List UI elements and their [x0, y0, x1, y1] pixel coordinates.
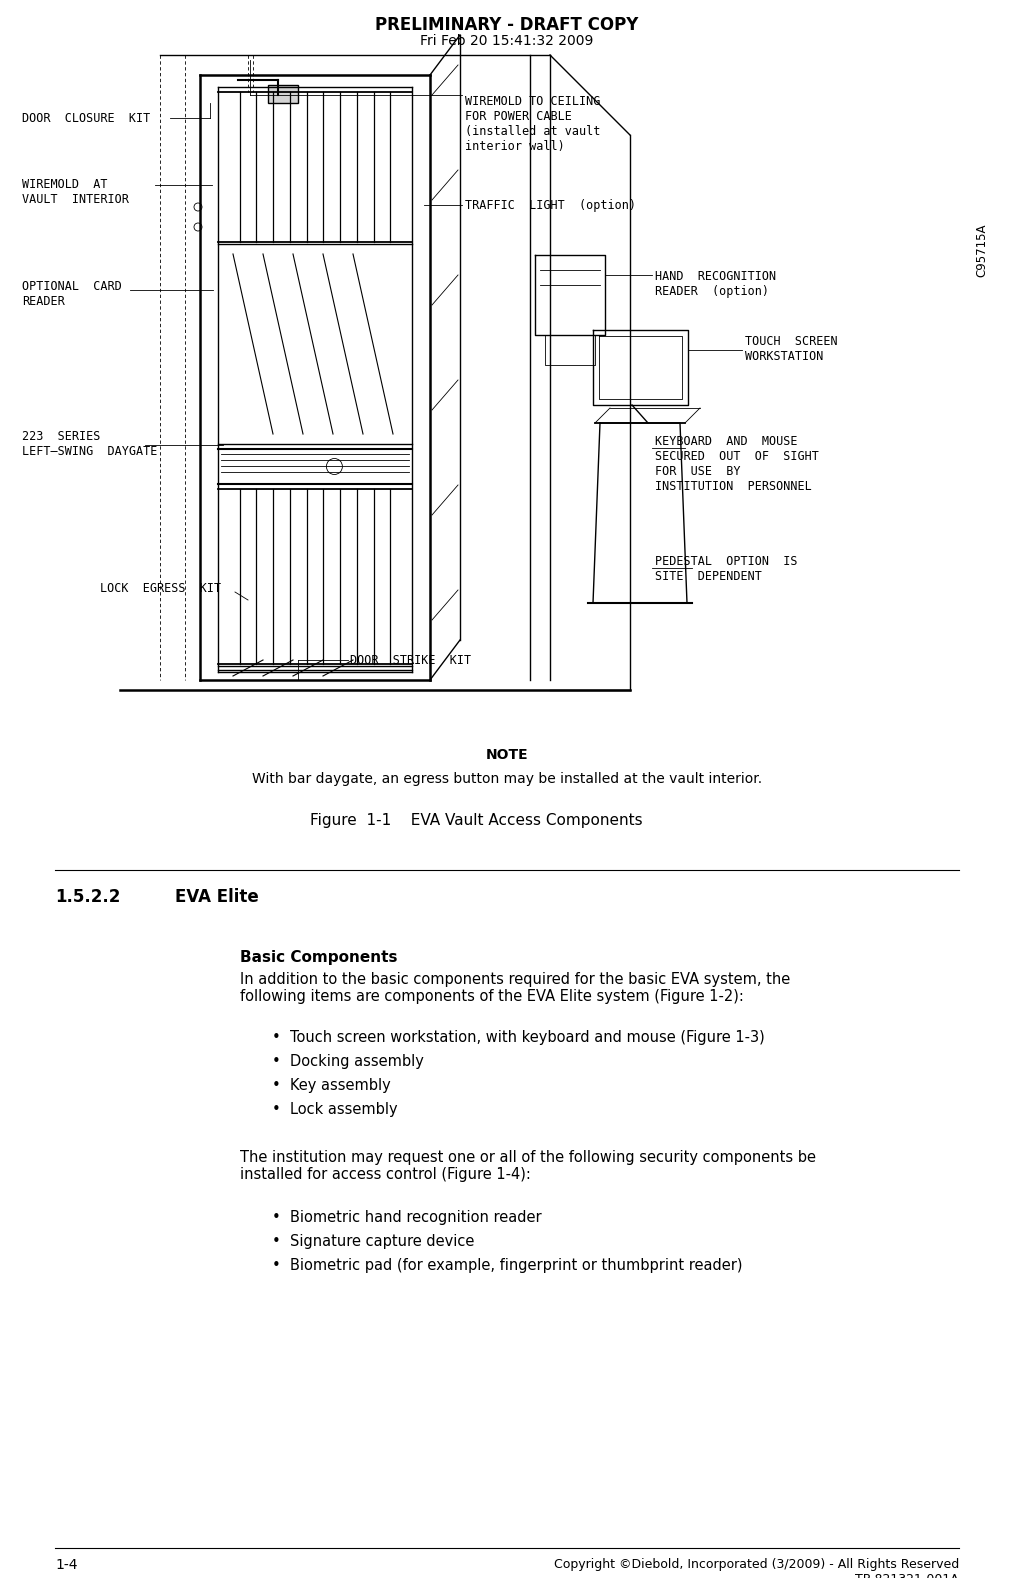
- Text: •: •: [272, 1078, 281, 1094]
- Text: Biometric pad (for example, fingerprint or thumbprint reader): Biometric pad (for example, fingerprint …: [290, 1258, 742, 1273]
- Text: 223  SERIES
LEFT–SWING  DAYGATE: 223 SERIES LEFT–SWING DAYGATE: [22, 429, 157, 458]
- Text: WIREMOLD TO CEILING
FOR POWER CABLE
(installed at vault
interior wall): WIREMOLD TO CEILING FOR POWER CABLE (ins…: [465, 95, 600, 153]
- Text: TOUCH  SCREEN
WORKSTATION: TOUCH SCREEN WORKSTATION: [745, 335, 838, 363]
- Text: PEDESTAL  OPTION  IS
SITE  DEPENDENT: PEDESTAL OPTION IS SITE DEPENDENT: [655, 555, 797, 582]
- Text: EVA Elite: EVA Elite: [175, 888, 259, 906]
- Text: Figure  1-1    EVA Vault Access Components: Figure 1-1 EVA Vault Access Components: [310, 813, 643, 828]
- Text: TRAFFIC  LIGHT  (option): TRAFFIC LIGHT (option): [465, 199, 636, 211]
- Text: OPTIONAL  CARD
READER: OPTIONAL CARD READER: [22, 279, 122, 308]
- FancyBboxPatch shape: [268, 85, 298, 103]
- Text: In addition to the basic components required for the basic EVA system, the
follo: In addition to the basic components requ…: [240, 972, 790, 1005]
- Text: Signature capture device: Signature capture device: [290, 1234, 475, 1250]
- Text: •: •: [272, 1030, 281, 1045]
- Text: HAND  RECOGNITION
READER  (option): HAND RECOGNITION READER (option): [655, 270, 776, 298]
- Text: NOTE: NOTE: [486, 748, 528, 762]
- Text: •: •: [272, 1210, 281, 1225]
- Text: 1.5.2.2: 1.5.2.2: [55, 888, 121, 906]
- Text: •: •: [272, 1258, 281, 1273]
- Text: Fri Feb 20 15:41:32 2009: Fri Feb 20 15:41:32 2009: [421, 35, 593, 47]
- Text: WIREMOLD  AT
VAULT  INTERIOR: WIREMOLD AT VAULT INTERIOR: [22, 178, 129, 207]
- Text: Lock assembly: Lock assembly: [290, 1101, 397, 1117]
- Text: The institution may request one or all of the following security components be
i: The institution may request one or all o…: [240, 1150, 816, 1182]
- Text: Copyright ©Diebold, Incorporated (3/2009) - All Rights Reserved: Copyright ©Diebold, Incorporated (3/2009…: [554, 1557, 959, 1572]
- Text: Touch screen workstation, with keyboard and mouse (Figure 1-3): Touch screen workstation, with keyboard …: [290, 1030, 765, 1045]
- Text: With bar daygate, an egress button may be installed at the vault interior.: With bar daygate, an egress button may b…: [251, 772, 763, 786]
- Text: C95715A: C95715A: [975, 222, 989, 276]
- Text: TP-821321-001A: TP-821321-001A: [855, 1573, 959, 1578]
- Text: •: •: [272, 1054, 281, 1068]
- Text: Docking assembly: Docking assembly: [290, 1054, 424, 1068]
- Text: •: •: [272, 1101, 281, 1117]
- Text: •: •: [272, 1234, 281, 1250]
- Text: LOCK  EGRESS  KIT: LOCK EGRESS KIT: [100, 582, 221, 595]
- Text: KEYBOARD  AND  MOUSE
SECURED  OUT  OF  SIGHT
FOR  USE  BY
INSTITUTION  PERSONNEL: KEYBOARD AND MOUSE SECURED OUT OF SIGHT …: [655, 436, 819, 492]
- Text: PRELIMINARY - DRAFT COPY: PRELIMINARY - DRAFT COPY: [375, 16, 639, 35]
- Text: 1-4: 1-4: [55, 1557, 77, 1572]
- Text: Key assembly: Key assembly: [290, 1078, 390, 1094]
- Text: DOOR  CLOSURE  KIT: DOOR CLOSURE KIT: [22, 112, 150, 125]
- Text: DOOR  STRIKE  KIT: DOOR STRIKE KIT: [350, 653, 472, 666]
- Text: Basic Components: Basic Components: [240, 950, 397, 966]
- Text: Biometric hand recognition reader: Biometric hand recognition reader: [290, 1210, 541, 1225]
